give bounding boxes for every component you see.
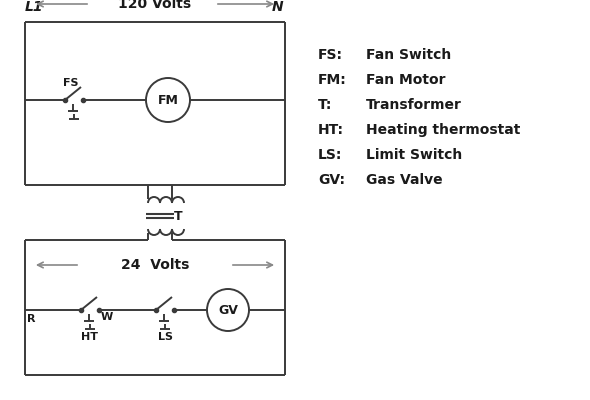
Text: Gas Valve: Gas Valve	[366, 173, 442, 187]
Text: GV: GV	[218, 304, 238, 316]
Text: LS:: LS:	[318, 148, 342, 162]
Text: HT: HT	[81, 332, 98, 342]
Text: 120 Volts: 120 Volts	[119, 0, 192, 11]
Text: L1: L1	[25, 0, 44, 14]
Text: Fan Motor: Fan Motor	[366, 73, 445, 87]
Text: Fan Switch: Fan Switch	[366, 48, 451, 62]
Text: N: N	[271, 0, 283, 14]
Text: Transformer: Transformer	[366, 98, 462, 112]
Text: T:: T:	[318, 98, 332, 112]
Text: W: W	[101, 312, 113, 322]
Text: HT:: HT:	[318, 123, 344, 137]
Text: 24  Volts: 24 Volts	[121, 258, 189, 272]
Text: R: R	[27, 314, 35, 324]
Text: FM:: FM:	[318, 73, 347, 87]
Text: GV:: GV:	[318, 173, 345, 187]
Text: FM: FM	[158, 94, 178, 106]
Text: Limit Switch: Limit Switch	[366, 148, 462, 162]
Text: FS: FS	[63, 78, 78, 88]
Text: FS:: FS:	[318, 48, 343, 62]
Text: Heating thermostat: Heating thermostat	[366, 123, 520, 137]
Text: T: T	[174, 210, 183, 222]
Text: LS: LS	[158, 332, 173, 342]
